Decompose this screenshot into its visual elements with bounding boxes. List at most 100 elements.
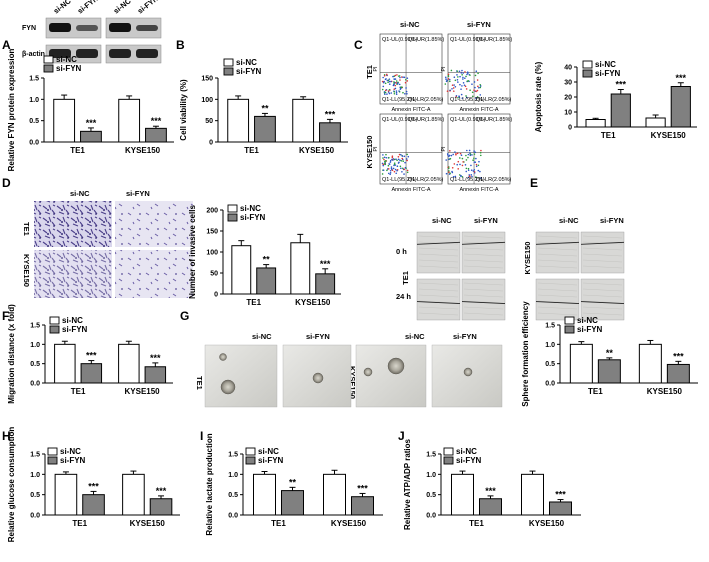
flow-event-dot <box>465 167 468 170</box>
y-tick-label: 1.0 <box>30 342 40 349</box>
flow-event-dot <box>398 90 400 92</box>
blot-band <box>136 25 158 31</box>
flow-event-dot <box>465 75 467 78</box>
legend-swatch <box>223 58 234 67</box>
bar-sinc <box>54 343 76 384</box>
flow-event-dot <box>382 164 385 167</box>
wound-texture-line <box>537 282 578 286</box>
wound-edge-line <box>580 241 625 245</box>
blot-lane-label: si-NC <box>52 0 73 16</box>
flow-quadrant-label: Q1-UR(1.85%) <box>408 37 445 43</box>
significance-label: *** <box>88 481 99 491</box>
significance-label: *** <box>86 118 97 128</box>
bar-sinc <box>451 473 474 516</box>
wound-texture-line <box>463 294 504 298</box>
flow-event-dot <box>475 165 478 168</box>
wound-texture-line <box>463 259 504 263</box>
flow-event-dot <box>461 69 463 72</box>
flow-event-dot <box>405 158 408 160</box>
x-category-label: TE1 <box>244 146 259 155</box>
flow-event-dot <box>467 176 470 179</box>
flow-col-label: si-FYN <box>467 20 491 29</box>
flow-event-dot <box>472 159 474 162</box>
flow-event-dot <box>397 158 400 161</box>
y-tick-label: 1.0 <box>228 472 238 479</box>
significance-label: *** <box>616 80 627 90</box>
flow-event-dot <box>447 167 450 170</box>
wound-texture-line <box>418 300 459 304</box>
bar-sinc <box>118 98 141 143</box>
flow-event-dot <box>451 88 453 90</box>
flow-event-dot <box>474 151 477 154</box>
flow-event-dot <box>447 73 450 76</box>
flow-event-dot <box>393 170 396 173</box>
invasion-image-kyse150-sifyn <box>115 250 193 298</box>
y-tick-label: 0.0 <box>426 513 436 520</box>
flow-event-dot <box>449 172 451 175</box>
x-category-label: KYSE150 <box>130 519 166 528</box>
flow-event-dot <box>386 79 389 82</box>
flow-event-dot <box>388 80 391 83</box>
flow-plot-frame <box>379 33 443 105</box>
flow-event-dot <box>406 169 409 172</box>
y-tick-label: 0 <box>568 125 572 132</box>
flow-event-dot <box>398 83 401 86</box>
wound-texture-line <box>582 282 623 286</box>
y-tick-label: 1.5 <box>29 76 39 83</box>
flow-event-dot <box>470 164 472 167</box>
flow-event-dot <box>462 72 464 74</box>
flow-event-dot <box>477 169 480 172</box>
sphere-image-tile <box>355 344 427 408</box>
flow-event-dot <box>450 69 453 72</box>
flow-event-dot <box>406 159 408 162</box>
flow-event-dot <box>467 167 470 170</box>
bar-sifyn <box>145 127 167 143</box>
flow-event-dot <box>451 84 454 86</box>
y-tick-label: 0.5 <box>30 492 40 499</box>
y-tick-label: 0.5 <box>228 492 238 499</box>
flow-event-dot <box>460 154 463 157</box>
flow-event-dot <box>401 155 404 157</box>
flow-event-dot <box>395 91 398 94</box>
flow-event-dot <box>457 76 459 78</box>
flow-event-dot <box>389 172 392 174</box>
flow-event-dot <box>397 75 400 77</box>
legend-label: si-NC <box>577 316 598 325</box>
bar-sinc <box>645 117 666 128</box>
bar-sinc <box>231 245 252 295</box>
flow-event-dot <box>391 169 394 172</box>
legend-label: si-FYN <box>258 456 284 465</box>
bar-sifyn <box>80 130 102 143</box>
flow-event-dot <box>387 172 390 175</box>
bar-sifyn <box>256 267 277 295</box>
flow-event-dot <box>382 154 384 156</box>
blot-protein-label: FYN <box>22 25 36 32</box>
flow-event-dot <box>401 76 403 78</box>
flow-event-dot <box>400 167 402 170</box>
flow-event-dot <box>477 86 480 89</box>
bar-sinc <box>227 98 250 143</box>
wound-texture-line <box>463 300 504 304</box>
y-tick-label: 0 <box>214 292 218 299</box>
flow-event-dot <box>400 159 403 162</box>
y-tick-label: 1.0 <box>30 472 40 479</box>
flow-event-dot <box>395 80 398 82</box>
blot-band <box>76 49 98 58</box>
wound-texture-line <box>463 235 504 239</box>
wound-texture-line <box>418 253 459 257</box>
x-category-label: KYSE150 <box>529 519 565 528</box>
significance-label: ** <box>263 255 271 265</box>
x-category-label: TE1 <box>246 298 261 307</box>
wound-texture-line <box>582 300 623 304</box>
wound-texture-line <box>537 288 578 292</box>
blot-band <box>76 25 98 31</box>
bar-sinc <box>290 242 311 295</box>
panel-letter-c: C <box>354 38 363 52</box>
legend-swatch <box>227 204 238 213</box>
flow-event-dot <box>457 160 460 163</box>
bar-sinc <box>253 473 276 516</box>
flow-event-dot <box>393 75 396 78</box>
legend-label: si-FYN <box>456 456 482 465</box>
flow-event-dot <box>401 167 404 170</box>
legend-swatch <box>47 456 58 465</box>
